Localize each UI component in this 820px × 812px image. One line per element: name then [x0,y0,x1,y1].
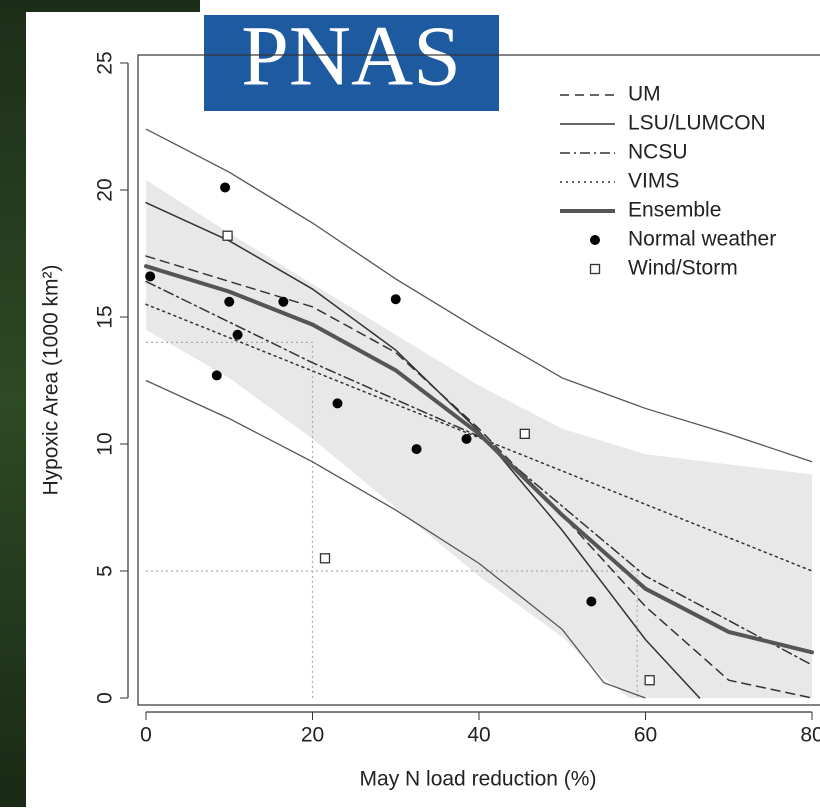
prediction-band [146,179,812,699]
y-tick-label: 0 [94,692,117,704]
x-axis-label: May N load reduction (%) [360,768,597,791]
point [319,553,331,564]
point [411,444,422,455]
plot-box [137,54,820,706]
x-tick-label: 20 [301,724,324,747]
bound-line [145,379,646,699]
point [461,433,472,444]
point [220,182,231,193]
series-line [145,303,813,572]
series-line [145,255,813,699]
legend-label: LSU/LUMCON [628,112,766,135]
y-tick-label: 10 [94,432,117,455]
legend-label: Wind/Storm [628,257,738,280]
y-axis-label: Hypoxic Area (1000 km²) [40,264,63,495]
y-tick-label: 25 [94,51,117,74]
x-tick-label: 80 [800,724,820,747]
legend-label: VIMS [628,170,679,193]
point [222,230,233,241]
point [644,675,655,686]
legend: UM LSU/LUMCON NCSU VIMS Ensemble Normal weath… [560,83,776,280]
reference-line [146,570,638,698]
series-line [144,264,814,655]
legend-label: NCSU [628,141,688,164]
photo-strip [0,0,26,807]
y-tick-label: 20 [94,178,117,201]
point [332,398,343,409]
reference-line [146,341,314,698]
legend-label: Ensemble [628,199,721,222]
logo: PNAS [241,8,461,104]
legend-label: Normal weather [628,228,776,251]
logo-box [204,15,499,111]
point [586,596,597,607]
series-line [145,201,701,699]
axes: 0 5 10 15 20 25 0 20 40 60 80 [94,51,820,747]
x-tick-label: 40 [467,724,490,747]
bound-line [145,128,813,463]
point [145,271,156,282]
legend-marker [589,263,601,275]
point [519,428,530,439]
y-tick-label: 5 [94,565,117,577]
point [232,329,243,340]
point [278,296,289,307]
x-tick-label: 0 [140,724,152,747]
plot-area [144,128,814,699]
legend-label: UM [628,83,661,106]
x-tick-label: 60 [634,724,657,747]
point [211,370,222,381]
point [390,294,401,305]
y-tick-label: 15 [94,305,117,328]
photo-strip-top [0,0,200,12]
point [224,296,235,307]
legend-marker [590,235,600,245]
